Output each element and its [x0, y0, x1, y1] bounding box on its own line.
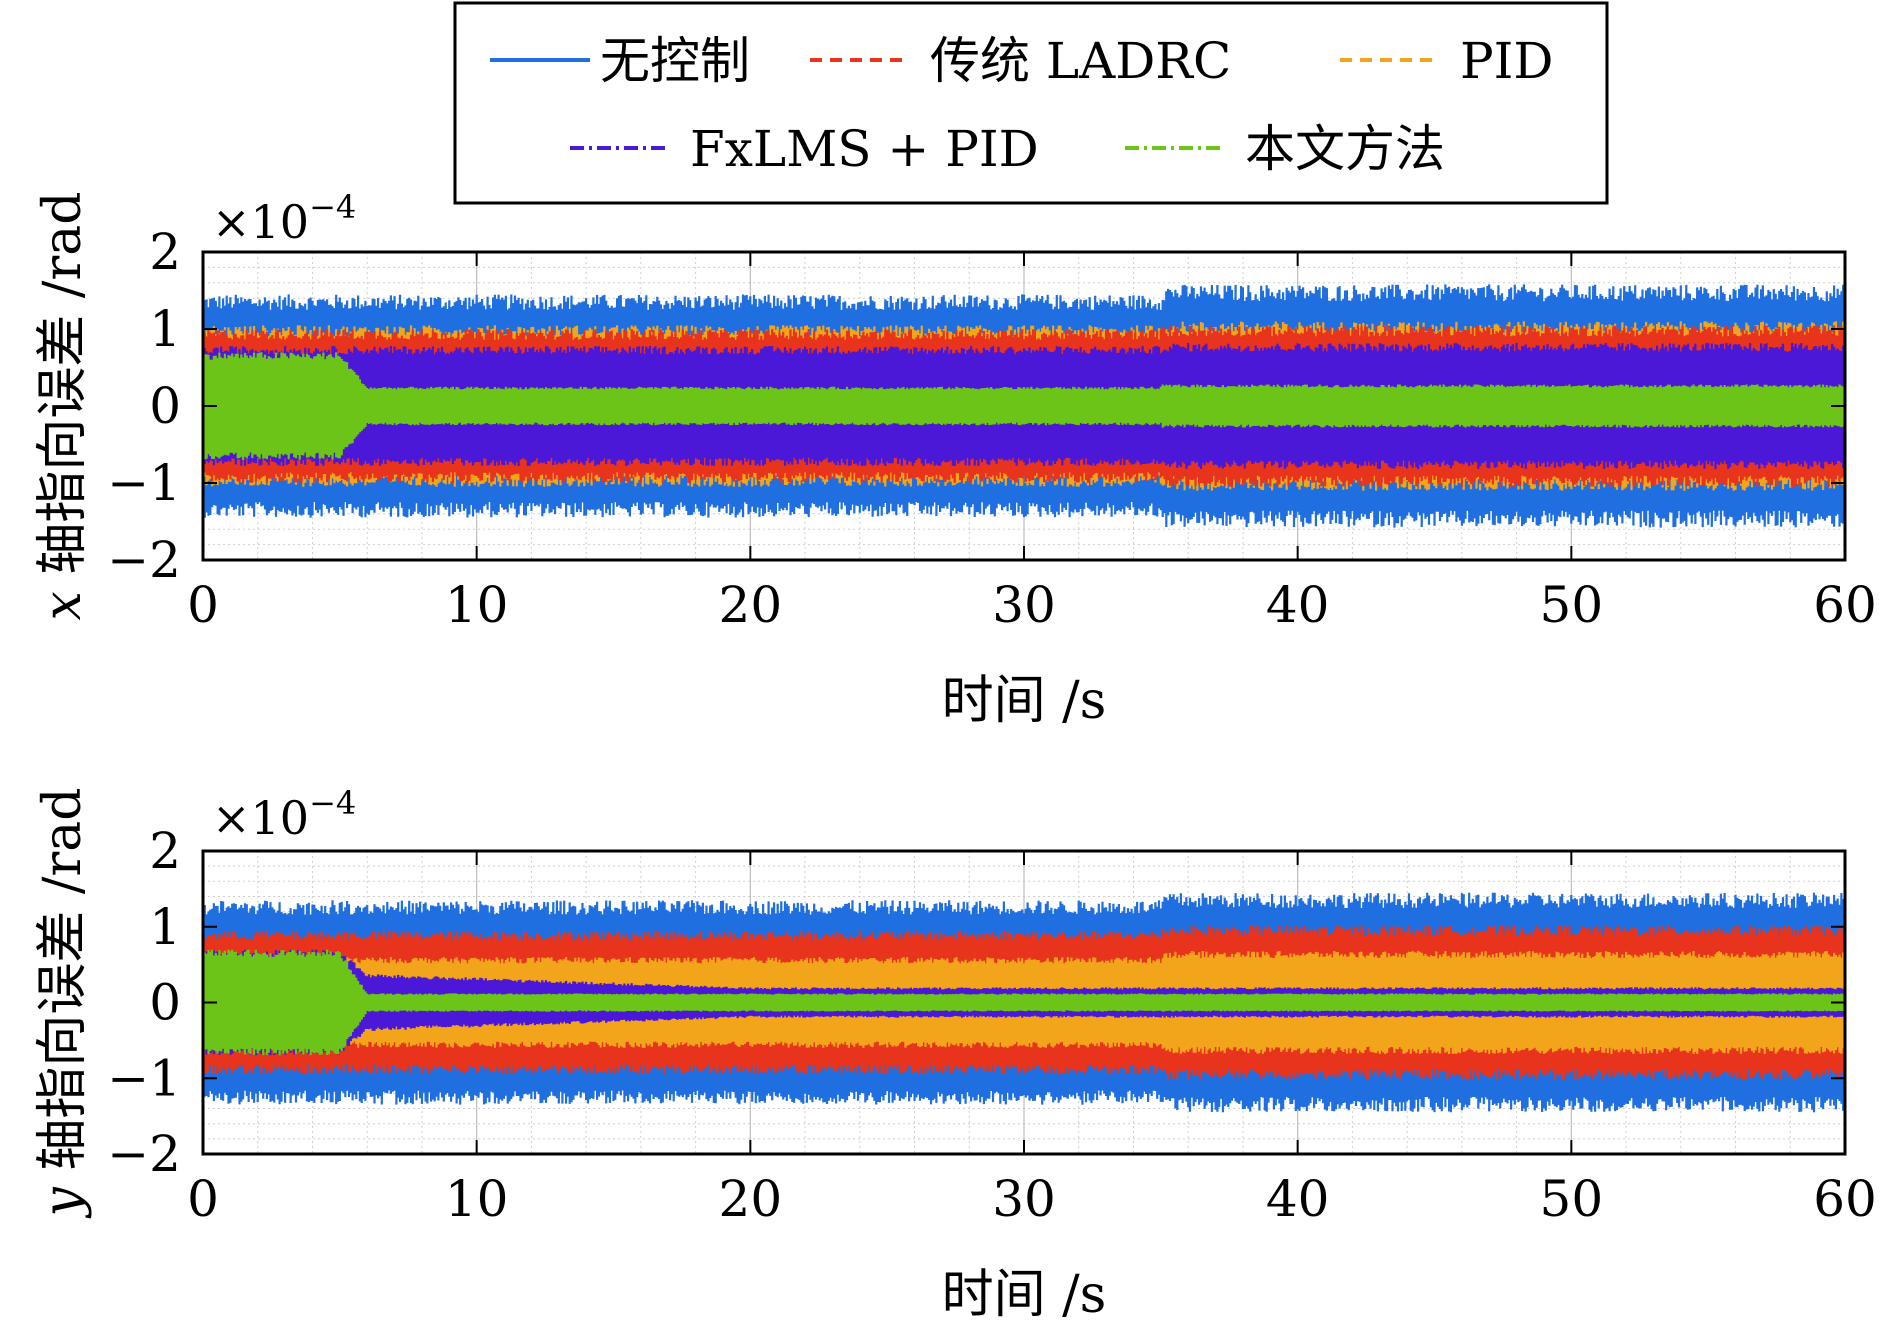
y-tick-label: 1 [149, 898, 181, 956]
multiplier-base: ×10 [212, 791, 309, 845]
y-axis-label-text: 轴指向误差 /rad [33, 191, 93, 574]
x-tick-label: 30 [992, 1170, 1056, 1228]
x-tick-label: 20 [719, 1170, 783, 1228]
y-tick-label: −1 [107, 1049, 181, 1107]
y-tick-label: 0 [149, 377, 181, 435]
x-axis-label: 时间 /s [942, 1265, 1107, 1325]
x-tick-label: 20 [719, 576, 783, 634]
y-tick-label: 2 [149, 223, 181, 281]
y-tick-label: 2 [149, 822, 181, 880]
legend-label-pid: PID [1460, 32, 1553, 90]
legend: 无控制 传统 LADRC PID FxLMS + PID 本文方法 [453, 1, 1609, 205]
x-tick-label: 60 [1813, 576, 1877, 634]
legend-label-proposed: 本文方法 [1245, 120, 1445, 178]
x-tick-label: 40 [1266, 576, 1330, 634]
y-tick-label: −1 [107, 454, 181, 512]
x-tick-label: 10 [445, 1170, 509, 1228]
x-tick-label: 60 [1813, 1170, 1877, 1228]
multiplier-exponent: −4 [309, 188, 356, 226]
x-tick-label: 30 [992, 576, 1056, 634]
x-tick-label: 0 [187, 1170, 219, 1228]
y-tick-label: 1 [149, 300, 181, 358]
multiplier-label: ×10−4 [212, 784, 356, 845]
multiplier-label: ×10−4 [212, 188, 356, 249]
y-axis-error-panel: ×10−4 0 10 20 30 40 50 60 −2 −1 0 1 2 时间 /s y 轴指向误差… [33, 784, 1877, 1325]
ticks: 0 10 20 30 40 50 60 −2 −1 0 1 2 [107, 223, 1877, 634]
y-axis-label-text: 轴指向误差 /rad [33, 787, 93, 1170]
y-tick-label: −2 [107, 531, 181, 589]
multiplier-base: ×10 [212, 195, 309, 249]
y-axis-variable: x [33, 591, 93, 620]
y-axis-label: y 轴指向误差 /rad [33, 787, 93, 1218]
ticks: 0 10 20 30 40 50 60 −2 −1 0 1 2 [107, 822, 1877, 1228]
x-tick-label: 40 [1266, 1170, 1330, 1228]
y-tick-label: 0 [149, 974, 181, 1032]
traces [201, 284, 1847, 528]
y-tick-label: −2 [107, 1125, 181, 1183]
legend-label-no-control: 无控制 [600, 32, 750, 90]
x-tick-label: 50 [1540, 576, 1604, 634]
legend-label-ladrc: 传统 LADRC [930, 32, 1231, 90]
x-axis-error-panel: ×10−4 0 10 20 30 40 50 60 −2 −1 0 1 2 时间 /s x 轴指向误差… [33, 188, 1877, 731]
series-proposed [201, 352, 1847, 460]
y-axis-variable: y [33, 1187, 93, 1219]
traces [201, 892, 1847, 1113]
x-tick-label: 10 [445, 576, 509, 634]
x-axis-label: 时间 /s [942, 671, 1107, 731]
series-proposed [201, 949, 1847, 1056]
legend-label-fxlms-pid: FxLMS + PID [690, 120, 1039, 178]
legend-box [453, 1, 1609, 205]
x-tick-label: 0 [187, 576, 219, 634]
y-axis-label: x 轴指向误差 /rad [33, 191, 93, 620]
x-tick-label: 50 [1540, 1170, 1604, 1228]
multiplier-exponent: −4 [309, 784, 356, 822]
